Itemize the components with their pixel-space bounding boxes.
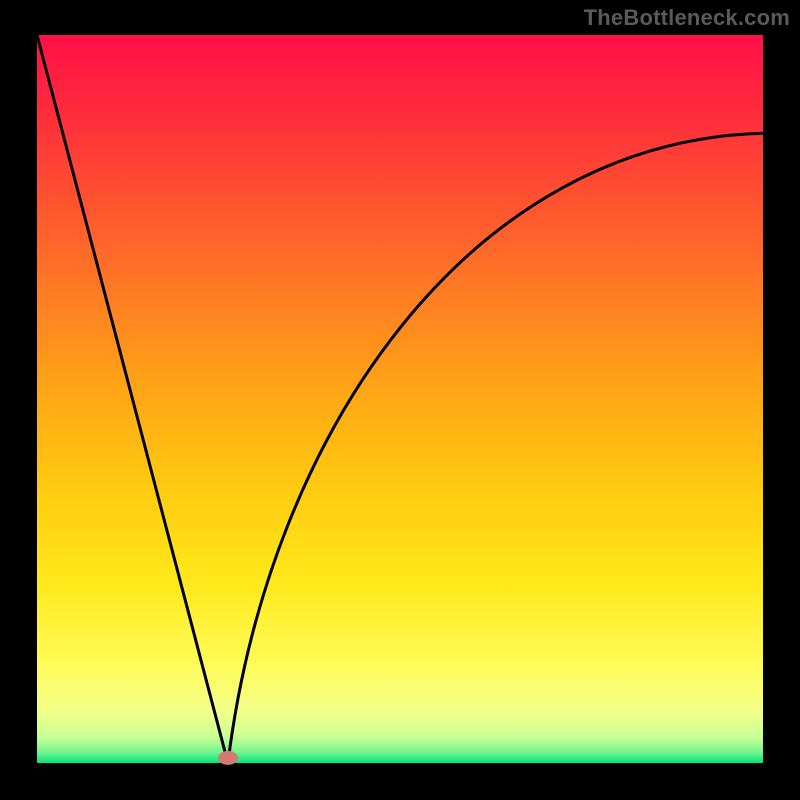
optimal-point-marker — [218, 751, 238, 765]
bottleneck-plot — [0, 0, 800, 800]
plot-background-gradient — [37, 35, 763, 763]
